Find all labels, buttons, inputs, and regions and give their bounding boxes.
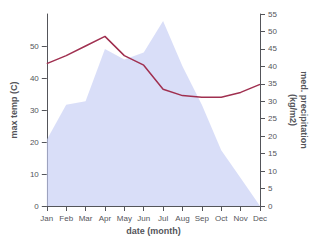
svg-text:May: May bbox=[117, 214, 132, 223]
svg-text:date (month): date (month) bbox=[126, 226, 181, 236]
svg-text:Jul: Jul bbox=[158, 214, 168, 223]
svg-text:55: 55 bbox=[268, 10, 277, 19]
svg-text:15: 15 bbox=[268, 149, 277, 158]
svg-text:25: 25 bbox=[268, 114, 277, 123]
svg-text:10: 10 bbox=[268, 167, 277, 176]
svg-text:0: 0 bbox=[34, 202, 39, 211]
svg-text:30: 30 bbox=[30, 106, 39, 115]
svg-text:Apr: Apr bbox=[99, 214, 112, 223]
svg-text:Feb: Feb bbox=[59, 214, 73, 223]
svg-text:20: 20 bbox=[30, 138, 39, 147]
svg-text:40: 40 bbox=[268, 62, 277, 71]
svg-text:Dec: Dec bbox=[253, 214, 267, 223]
svg-text:Jan: Jan bbox=[40, 214, 53, 223]
svg-text:med. precipitation: med. precipitation bbox=[299, 71, 309, 149]
svg-text:Oct: Oct bbox=[215, 214, 228, 223]
svg-text:max temp (C): max temp (C) bbox=[9, 81, 19, 138]
svg-text:Sep: Sep bbox=[195, 214, 210, 223]
svg-text:Aug: Aug bbox=[175, 214, 189, 223]
svg-text:45: 45 bbox=[268, 44, 277, 53]
svg-text:50: 50 bbox=[30, 42, 39, 51]
svg-text:40: 40 bbox=[30, 74, 39, 83]
svg-text:Jun: Jun bbox=[137, 214, 150, 223]
svg-text:(kg/m2): (kg/m2) bbox=[288, 94, 298, 126]
svg-text:5: 5 bbox=[268, 184, 273, 193]
svg-text:Mar: Mar bbox=[79, 214, 93, 223]
svg-text:35: 35 bbox=[268, 79, 277, 88]
svg-text:50: 50 bbox=[268, 27, 277, 36]
svg-text:20: 20 bbox=[268, 132, 277, 141]
svg-text:0: 0 bbox=[268, 202, 273, 211]
svg-text:30: 30 bbox=[268, 97, 277, 106]
svg-text:Nov: Nov bbox=[234, 214, 248, 223]
svg-text:10: 10 bbox=[30, 170, 39, 179]
